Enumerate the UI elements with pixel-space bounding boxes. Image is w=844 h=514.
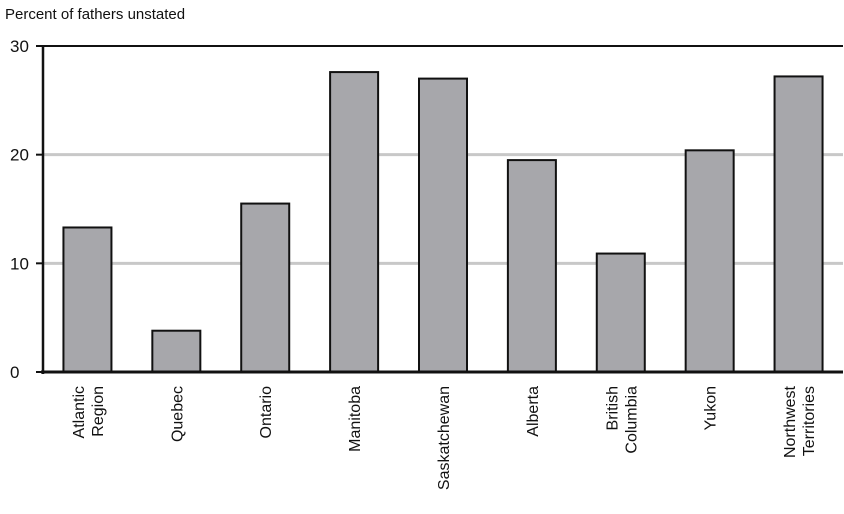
bar	[62, 226, 113, 373]
x-tick-label: Northwest	[782, 385, 799, 458]
y-tick-label: 10	[10, 254, 29, 273]
y-tick-label: 20	[10, 146, 29, 165]
x-tick-label: Manitoba	[347, 386, 364, 452]
x-tick-label: Ontario	[258, 386, 275, 439]
x-tick-label: Alberta	[525, 386, 542, 437]
bar	[151, 329, 202, 373]
x-tick-label: Region	[90, 386, 107, 437]
x-tick-label: Atlantic	[71, 386, 88, 438]
x-tick-label: Saskatchewan	[436, 386, 453, 490]
bar	[240, 202, 291, 373]
y-tick-label: 30	[10, 37, 29, 56]
y-axis-title: Percent of fathers unstated	[5, 6, 186, 23]
bar	[595, 252, 646, 373]
bar	[418, 77, 468, 373]
bar	[329, 71, 380, 374]
bar	[773, 75, 824, 373]
x-tick-label: Quebec	[169, 386, 186, 442]
bar	[506, 159, 557, 373]
bar	[684, 149, 735, 373]
x-tick-label: Yukon	[703, 386, 720, 430]
x-tick-label: Columbia	[623, 386, 640, 454]
y-tick-label: 0	[10, 363, 19, 382]
x-tick-label: Territories	[801, 386, 818, 456]
x-tick-label: British	[604, 386, 621, 430]
